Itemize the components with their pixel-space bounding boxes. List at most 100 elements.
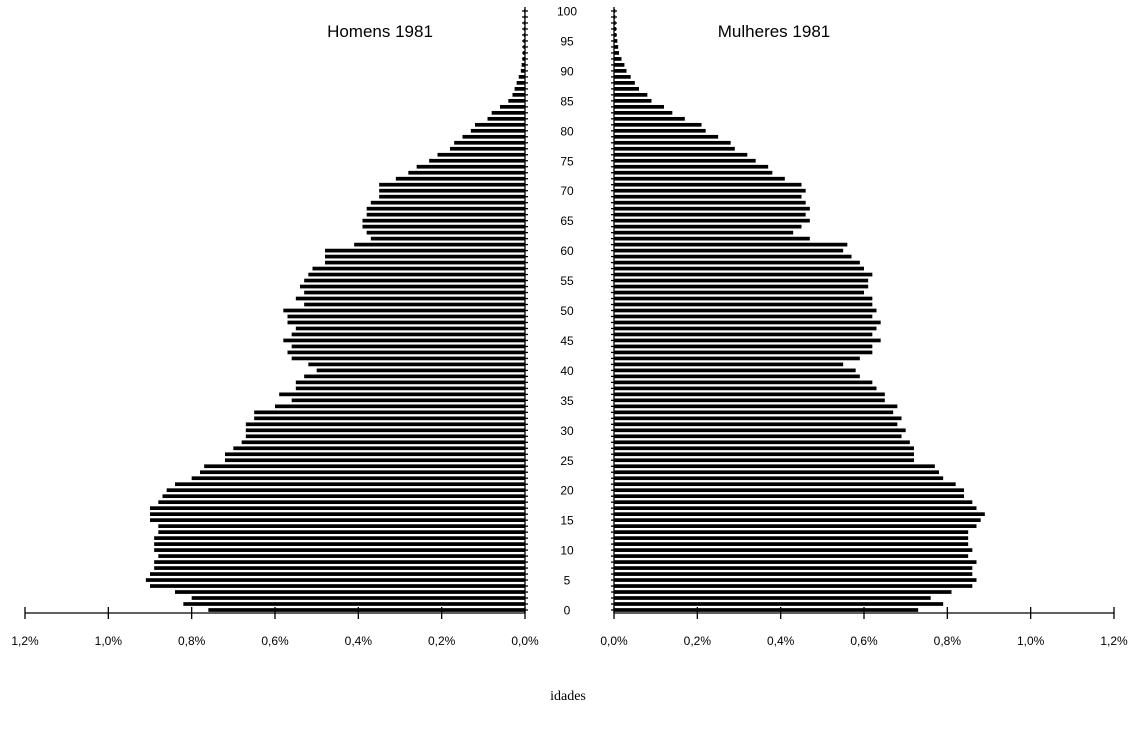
female-bar-age-43 <box>614 350 873 355</box>
female-bar-age-44 <box>614 344 873 349</box>
female-bar-age-19 <box>614 494 964 499</box>
female-bar-age-8 <box>614 560 977 564</box>
male-bar-age-70 <box>379 188 525 193</box>
female-bar-age-37 <box>614 386 877 391</box>
age-tick-label: 50 <box>560 304 574 318</box>
female-bar-age-83 <box>614 110 673 115</box>
age-tick-label: 55 <box>560 274 574 288</box>
female-bar-age-72 <box>614 176 785 181</box>
male-bar-age-9 <box>158 554 525 558</box>
female-bar-age-41 <box>614 362 844 367</box>
female-bar-age-77 <box>614 146 735 151</box>
male-bar-age-2 <box>191 596 526 600</box>
female-bar-age-6 <box>614 572 973 576</box>
female-bar-age-91 <box>614 63 625 67</box>
age-tick-label: 100 <box>557 5 577 19</box>
female-bar-age-57 <box>614 266 864 271</box>
female-bar-age-25 <box>614 458 914 463</box>
female-bar-age-31 <box>614 422 898 427</box>
male-bar-age-19 <box>162 494 525 499</box>
female-bar-age-52 <box>614 296 873 301</box>
female-bar-age-38 <box>614 380 873 385</box>
male-bar-age-12 <box>154 536 526 540</box>
left-x-tick-label: 0,2% <box>428 634 456 648</box>
male-bar-age-11 <box>154 542 526 546</box>
male-bar-age-73 <box>408 170 525 175</box>
male-bar-age-22 <box>191 476 526 481</box>
male-bar-age-43 <box>287 350 525 355</box>
age-tick-label: 80 <box>560 124 574 138</box>
female-bar-age-13 <box>614 530 969 534</box>
male-bar-age-48 <box>287 320 525 325</box>
male-bar-age-56 <box>308 272 525 277</box>
male-bar-age-80 <box>470 128 525 133</box>
female-bar-age-11 <box>614 542 969 546</box>
right-x-tick-label: 0,0% <box>600 634 628 648</box>
x-axis-label: idades <box>550 689 586 704</box>
female-bar-age-18 <box>614 500 973 505</box>
right-x-tick-label: 0,8% <box>934 634 962 648</box>
female-bar-age-49 <box>614 314 873 319</box>
male-bar-age-51 <box>304 302 525 307</box>
male-bars <box>145 9 526 612</box>
female-bar-age-50 <box>614 308 877 313</box>
male-bar-age-13 <box>158 530 525 534</box>
female-bar-age-34 <box>614 404 898 409</box>
male-bar-age-35 <box>291 398 525 403</box>
age-tick-label: 5 <box>564 574 571 588</box>
female-bar-age-15 <box>614 518 981 522</box>
age-tick-label: 15 <box>560 514 574 528</box>
male-bar-age-82 <box>487 116 525 121</box>
female-bar-age-2 <box>614 596 931 600</box>
male-bar-age-0 <box>208 608 525 612</box>
x-tick-labels: 0,0% 0,0% 0,2% 0,2% 0,4% 0,4% 0,6% 0,6% 0,8% 0,8%… <box>11 634 1128 648</box>
female-bar-age-40 <box>614 368 856 373</box>
male-bar-age-4 <box>150 584 525 588</box>
female-bar-age-30 <box>614 428 906 433</box>
female-bar-age-61 <box>614 242 848 247</box>
female-bar-age-20 <box>614 488 964 493</box>
female-bar-age-24 <box>614 464 935 469</box>
female-bar-age-17 <box>614 506 977 511</box>
right-x-tick-label: 0,2% <box>684 634 712 648</box>
female-bar-age-88 <box>614 81 635 85</box>
male-bar-age-18 <box>158 500 525 505</box>
male-bar-age-81 <box>475 122 525 127</box>
male-bar-age-52 <box>295 296 525 301</box>
male-bar-age-63 <box>366 230 525 235</box>
male-bar-age-79 <box>462 134 525 139</box>
male-bar-age-16 <box>150 512 525 517</box>
age-tick-label: 75 <box>560 154 574 168</box>
male-bar-age-74 <box>416 164 525 169</box>
male-bar-age-34 <box>275 404 525 409</box>
female-bar-age-12 <box>614 536 969 540</box>
age-tick-label: 40 <box>560 364 574 378</box>
male-bar-age-57 <box>312 266 525 271</box>
male-bar-age-15 <box>150 518 525 522</box>
male-bar-age-1 <box>183 602 525 606</box>
male-bar-age-37 <box>295 386 525 391</box>
male-bar-age-8 <box>154 560 526 564</box>
female-bar-age-71 <box>614 182 802 187</box>
male-bar-age-24 <box>204 464 526 469</box>
male-bar-age-5 <box>145 578 525 582</box>
male-bar-age-61 <box>354 242 525 247</box>
male-bar-age-88 <box>516 81 525 85</box>
female-bar-age-74 <box>614 164 769 169</box>
female-bar-age-16 <box>614 512 985 517</box>
male-bar-age-42 <box>291 356 525 361</box>
female-bar-age-75 <box>614 158 756 163</box>
male-bar-age-77 <box>450 146 525 151</box>
female-bar-age-47 <box>614 326 877 331</box>
male-bar-age-84 <box>500 104 525 109</box>
age-tick-label: 35 <box>560 394 574 408</box>
female-bar-age-36 <box>614 392 885 397</box>
female-bar-age-39 <box>614 374 860 379</box>
right-series-title: Mulheres 1981 <box>718 22 830 41</box>
female-bar-age-58 <box>614 260 860 265</box>
male-bar-age-54 <box>300 284 525 289</box>
age-tick-label: 95 <box>560 34 574 48</box>
female-bar-age-22 <box>614 476 944 481</box>
female-bar-age-23 <box>614 470 939 475</box>
